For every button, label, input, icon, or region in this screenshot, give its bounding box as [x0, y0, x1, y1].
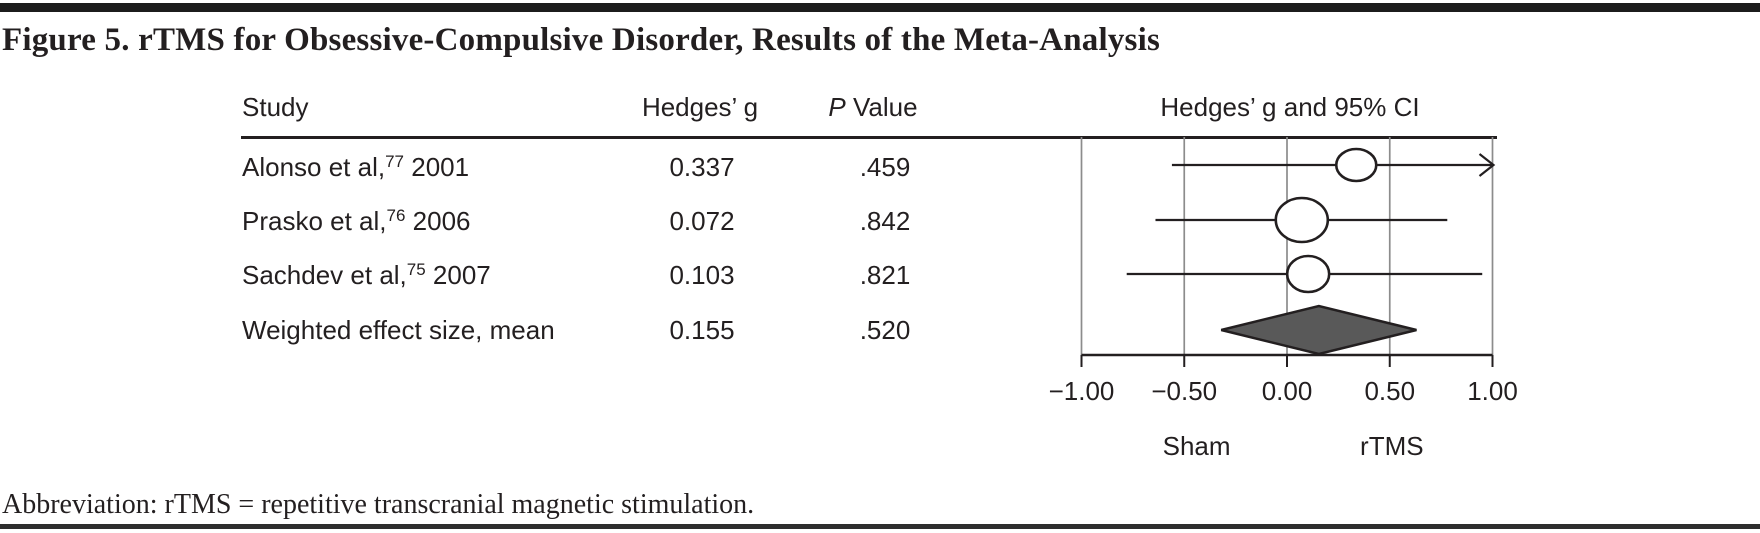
- axis-tick-label: −0.50: [1151, 376, 1217, 406]
- effect-size-circle: [1285, 254, 1331, 294]
- p-value: .842: [859, 206, 911, 236]
- effect-size-circle: [1274, 196, 1330, 244]
- column-header-forest: Hedges’ g and 95% CI: [1160, 92, 1420, 122]
- p-value-rest: Value: [845, 92, 918, 122]
- top-rule: [0, 3, 1760, 12]
- p-value-italic-p: P: [828, 92, 846, 122]
- p-value: .459: [859, 152, 911, 182]
- hedges-g-value: 0.337: [669, 152, 735, 182]
- reference-superscript: 76: [386, 206, 406, 225]
- axis-tick-label: 0.50: [1364, 376, 1415, 406]
- abbreviation-note: Abbreviation: rTMS = repetitive transcra…: [2, 489, 755, 520]
- hedges-g-value: 0.103: [669, 260, 735, 290]
- hedges-g-value: 0.072: [669, 206, 735, 236]
- reference-superscript: 77: [385, 152, 405, 171]
- header-rule: [241, 136, 1497, 139]
- column-header-study: Study: [242, 92, 309, 122]
- column-header-hedges-g: Hedges’ g: [641, 92, 759, 122]
- axis-tick-label: −1.00: [1049, 376, 1115, 406]
- axis-tick-label: 1.00: [1467, 376, 1518, 406]
- bottom-rule: [0, 524, 1760, 529]
- direction-label: Sham: [1163, 431, 1231, 461]
- p-value: .520: [859, 315, 911, 345]
- forest-plot: −1.00 −0.50 0.00 0.50 1.00 Sham rTMS: [1049, 137, 1518, 461]
- axis-tick-label: 0.00: [1262, 376, 1313, 406]
- study-label: Sachdev et al,75 2007: [242, 260, 491, 290]
- figure-title: Figure 5. rTMS for Obsessive-Compulsive …: [2, 22, 1161, 58]
- study-label: Alonso et al,77 2001: [242, 152, 470, 182]
- direction-label: rTMS: [1360, 431, 1424, 461]
- study-label: Weighted effect size, mean: [242, 315, 555, 345]
- column-header-p-value: P Value: [828, 92, 917, 122]
- effect-size-circle: [1334, 147, 1378, 183]
- summary-diamond: [1220, 304, 1417, 356]
- ci-arrow-right: [1478, 153, 1496, 177]
- hedges-g-value: 0.155: [669, 315, 735, 345]
- p-value: .821: [859, 260, 911, 290]
- study-label: Prasko et al,76 2006: [242, 206, 471, 236]
- reference-superscript: 75: [406, 260, 426, 279]
